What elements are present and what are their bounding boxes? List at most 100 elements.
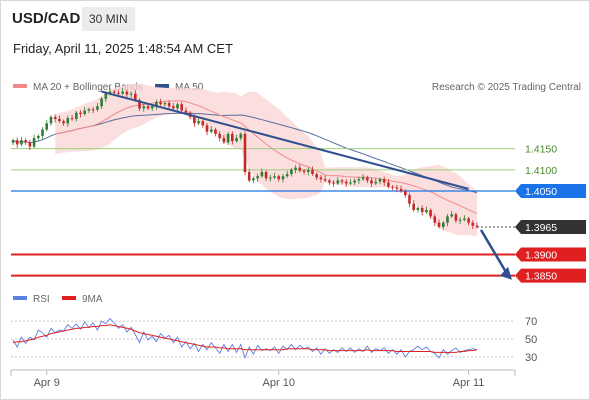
ma50-legend-swatch	[155, 84, 169, 88]
interval-button[interactable]: 30 MIN	[82, 7, 135, 31]
candle-body	[378, 179, 382, 182]
candle-body	[193, 116, 196, 124]
research-credit: Research © 2025 Trading Central	[432, 82, 581, 93]
candle-body	[218, 133, 221, 139]
candle-body	[62, 121, 65, 124]
candle-body	[96, 106, 99, 110]
level-label-1.3900: 1.3900	[525, 249, 557, 261]
price-legend: MA 20 + Bollinger Bands MA 50 Research ©…	[13, 82, 581, 93]
candle-body	[112, 91, 116, 93]
candle-body	[269, 177, 272, 179]
candle-body	[433, 216, 437, 223]
candle-body	[45, 123, 48, 130]
rsi-ma-legend-swatch	[62, 296, 76, 300]
candle-body	[32, 138, 36, 147]
candle-body	[28, 142, 32, 147]
level-label-1.4150: 1.4150	[525, 144, 557, 156]
candle-body	[142, 106, 146, 109]
candle-body	[340, 180, 344, 182]
candle-body	[463, 218, 466, 220]
rsi-ma-legend-label: 9MA	[82, 294, 103, 305]
candle-body	[458, 219, 462, 221]
candle-body	[117, 92, 120, 94]
candle-body	[210, 129, 213, 132]
candle-body	[226, 133, 230, 143]
candle-body	[138, 100, 141, 109]
level-label-1.3850: 1.3850	[525, 271, 557, 283]
candle-body	[307, 169, 310, 172]
rsi-tick-30: 30	[525, 352, 537, 364]
candle-body	[412, 203, 415, 210]
candle-body	[15, 140, 19, 145]
candle-body	[104, 93, 108, 99]
candle-body	[264, 172, 268, 179]
x-tick-label: Apr 11	[453, 377, 485, 389]
rsi-legend-swatch	[13, 296, 27, 300]
candle-body	[49, 116, 53, 124]
candle-body	[239, 133, 243, 139]
level-tag-1.3900	[515, 247, 586, 262]
candle-body	[159, 102, 162, 105]
last-price-label: 1.3965	[525, 222, 557, 234]
candle-body	[155, 102, 158, 107]
candle-body	[450, 214, 453, 217]
candle-body	[319, 177, 323, 180]
candle-body	[129, 93, 133, 95]
candle-body	[323, 179, 327, 181]
level-tags: 1.4150 1.4100 1.4050 1.3900 1.3850 1.3965	[477, 144, 586, 283]
candle-body	[58, 119, 61, 122]
candle-body	[344, 181, 348, 184]
forecast-arrow-shaft	[479, 229, 509, 275]
candle-body	[256, 176, 259, 179]
moving-averages	[12, 100, 478, 215]
candle-body	[399, 188, 403, 191]
candle-body	[437, 222, 441, 227]
candle-body	[66, 118, 70, 124]
chart-header: USD/CAD 30 MIN	[0, 0, 590, 36]
level-tag-1.3850	[515, 268, 586, 283]
candle-body	[176, 104, 179, 109]
candle-body	[391, 186, 394, 188]
candle-body	[100, 98, 103, 107]
candle-body	[53, 116, 57, 119]
candle-body	[442, 222, 445, 227]
candle-body	[150, 106, 154, 109]
rsi-ma-line	[12, 324, 478, 353]
candle-body	[357, 179, 361, 181]
rsi-legend: RSI 9MA	[13, 294, 103, 305]
candle-body	[332, 182, 335, 184]
candle-body	[336, 180, 340, 184]
candle-body	[91, 109, 95, 111]
level-tag-1.4050	[515, 184, 586, 198]
candle-body	[420, 207, 424, 213]
candle-body	[20, 140, 23, 145]
rsi-tick-70: 70	[525, 316, 537, 328]
candle-body	[197, 121, 200, 124]
candle-body	[70, 118, 74, 120]
candle-body	[315, 174, 318, 178]
candle-body	[273, 176, 276, 178]
candle-body	[75, 112, 78, 119]
candle-body	[180, 104, 183, 111]
candle-body	[83, 110, 86, 114]
candle-body	[184, 110, 188, 113]
candle-body	[172, 106, 175, 109]
candle-body	[446, 216, 449, 223]
candle-body	[328, 180, 331, 183]
candle-body	[247, 172, 251, 181]
timestamp: Friday, April 11, 2025 1:48:54 AM CET	[13, 41, 233, 56]
candle-body	[370, 180, 373, 184]
ma20-legend-swatch	[13, 84, 27, 88]
candle-body	[277, 176, 280, 180]
candle-body	[311, 169, 314, 174]
candle-body	[454, 214, 458, 221]
candle-body	[205, 125, 209, 132]
candle-body	[404, 191, 407, 196]
candle-body	[395, 187, 399, 189]
candle-body	[416, 207, 420, 210]
bollinger-bands	[55, 83, 477, 236]
candle-body	[231, 133, 234, 142]
rsi-legend-label: RSI	[33, 294, 50, 305]
bollinger-band-area	[55, 83, 477, 236]
candle-body	[302, 170, 306, 172]
